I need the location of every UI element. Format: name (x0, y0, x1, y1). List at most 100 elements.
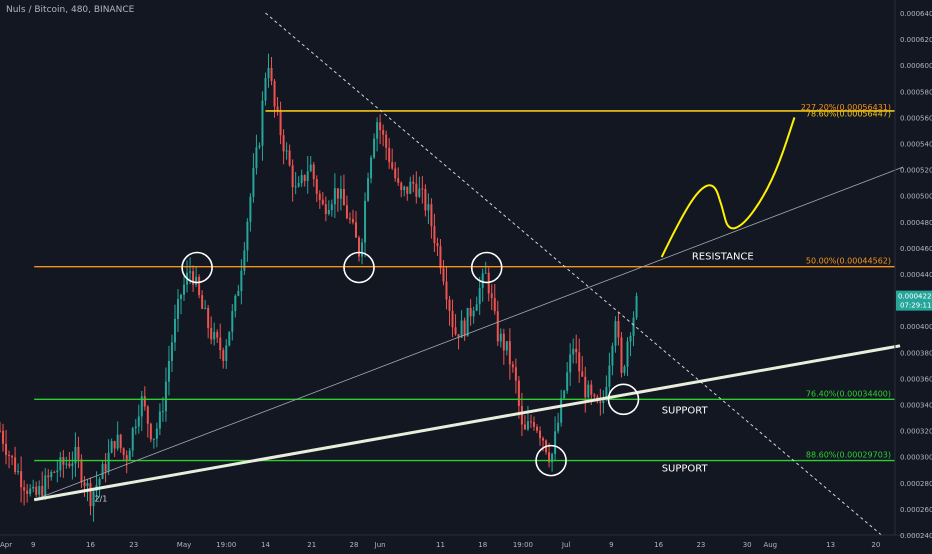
x-tick-label: 23 (129, 541, 138, 549)
main-support-trendline (33, 344, 901, 502)
candle-body (47, 475, 50, 478)
candle-body (529, 421, 532, 423)
candle-body (173, 318, 176, 343)
candle-body (457, 334, 460, 338)
candle-body (406, 186, 409, 194)
candle-body (520, 406, 523, 425)
price-badge (896, 290, 932, 311)
candle-body (77, 446, 80, 460)
candle-body (514, 367, 517, 381)
x-tick-label: 16 (654, 541, 663, 549)
candle-body (339, 188, 342, 199)
candle-body (86, 483, 89, 487)
candle-body (551, 453, 554, 463)
candle-body (602, 398, 605, 404)
candle-body (204, 307, 207, 309)
candle-body (370, 157, 373, 179)
candle-body (511, 364, 514, 368)
candle-body (294, 186, 297, 188)
candle-body (342, 188, 345, 206)
candle-body (125, 455, 128, 461)
candle-body (107, 452, 110, 472)
candle-body (291, 165, 294, 188)
candle-body (192, 271, 195, 285)
candle-body (297, 183, 300, 187)
candle-body (89, 483, 92, 507)
candle-body (14, 457, 17, 473)
candle-body (584, 376, 587, 398)
x-tick-label: Aug (763, 541, 777, 549)
x-tick-label: 23 (696, 541, 705, 549)
candle-body (243, 250, 246, 271)
candle-body (327, 210, 330, 214)
candle-body (113, 441, 116, 449)
dotted-downtrend-line (265, 12, 884, 537)
x-tick-label: 19:00 (216, 541, 236, 549)
candle-body (508, 341, 511, 365)
y-tick-label: 0.00058000 (900, 88, 932, 96)
y-tick-label: 0.00044000 (900, 271, 932, 279)
candle-body (65, 463, 68, 465)
candle-body (348, 218, 351, 220)
candle-body (59, 456, 62, 471)
y-tick-label: 0.00048000 (900, 219, 932, 227)
candle-body (460, 320, 463, 338)
candle-body (572, 348, 575, 355)
candle-body (137, 416, 140, 427)
candle-body (376, 122, 379, 139)
candle-body (152, 438, 155, 440)
candle-body (466, 307, 469, 337)
candle-body (557, 422, 560, 432)
candle-body (324, 204, 327, 214)
candle-body (183, 284, 186, 295)
candle-body (300, 175, 303, 184)
candle-body (303, 175, 306, 182)
candle-body (542, 438, 545, 441)
candle-body (53, 472, 56, 474)
y-tick-label: 0.00064000 (900, 10, 932, 18)
y-tick-label: 0.00030000 (900, 454, 932, 462)
candle-body (315, 179, 318, 194)
candle-body (164, 381, 167, 412)
level-label: 50.00%(0.00044562) (806, 257, 891, 266)
candle-body (201, 295, 204, 309)
candle-body (448, 299, 451, 311)
projection-curve (660, 117, 796, 258)
candle-body (246, 221, 249, 251)
candle-body (249, 196, 252, 222)
candle-body (351, 219, 354, 223)
candle-body (463, 320, 466, 337)
candle-body (385, 134, 388, 148)
candle-body (195, 276, 198, 285)
candle-body (523, 424, 526, 430)
candle-body (629, 335, 632, 342)
candle-body (318, 193, 321, 200)
level-label: 88.60%(0.00029703) (806, 451, 891, 460)
chart-title: Nuls / Bitcoin, 480, BINANCE (6, 5, 135, 15)
candle-body (309, 164, 312, 172)
candle-body (412, 181, 415, 184)
candle-body (475, 304, 478, 311)
x-tick-label: 9 (31, 541, 35, 549)
candle-body (71, 463, 74, 467)
y-tick-label: 0.00056000 (900, 114, 932, 122)
y-tick-label: 0.00046000 (900, 245, 932, 253)
candle-body (536, 426, 538, 431)
candle-body (397, 178, 400, 183)
highlight-circle (181, 251, 213, 284)
candle-body (614, 321, 617, 346)
candle-body (116, 434, 119, 449)
candle-body (240, 270, 243, 291)
candle-body (234, 295, 237, 312)
candle-body (198, 276, 201, 296)
candle-body (617, 321, 620, 338)
x-tick-label: 28 (350, 541, 359, 549)
x-tick-label: 30 (743, 541, 752, 549)
candle-body (255, 147, 258, 169)
candle-body (146, 406, 149, 424)
candle-body (433, 226, 436, 244)
candle-body (80, 459, 83, 483)
candle-body (222, 350, 225, 361)
